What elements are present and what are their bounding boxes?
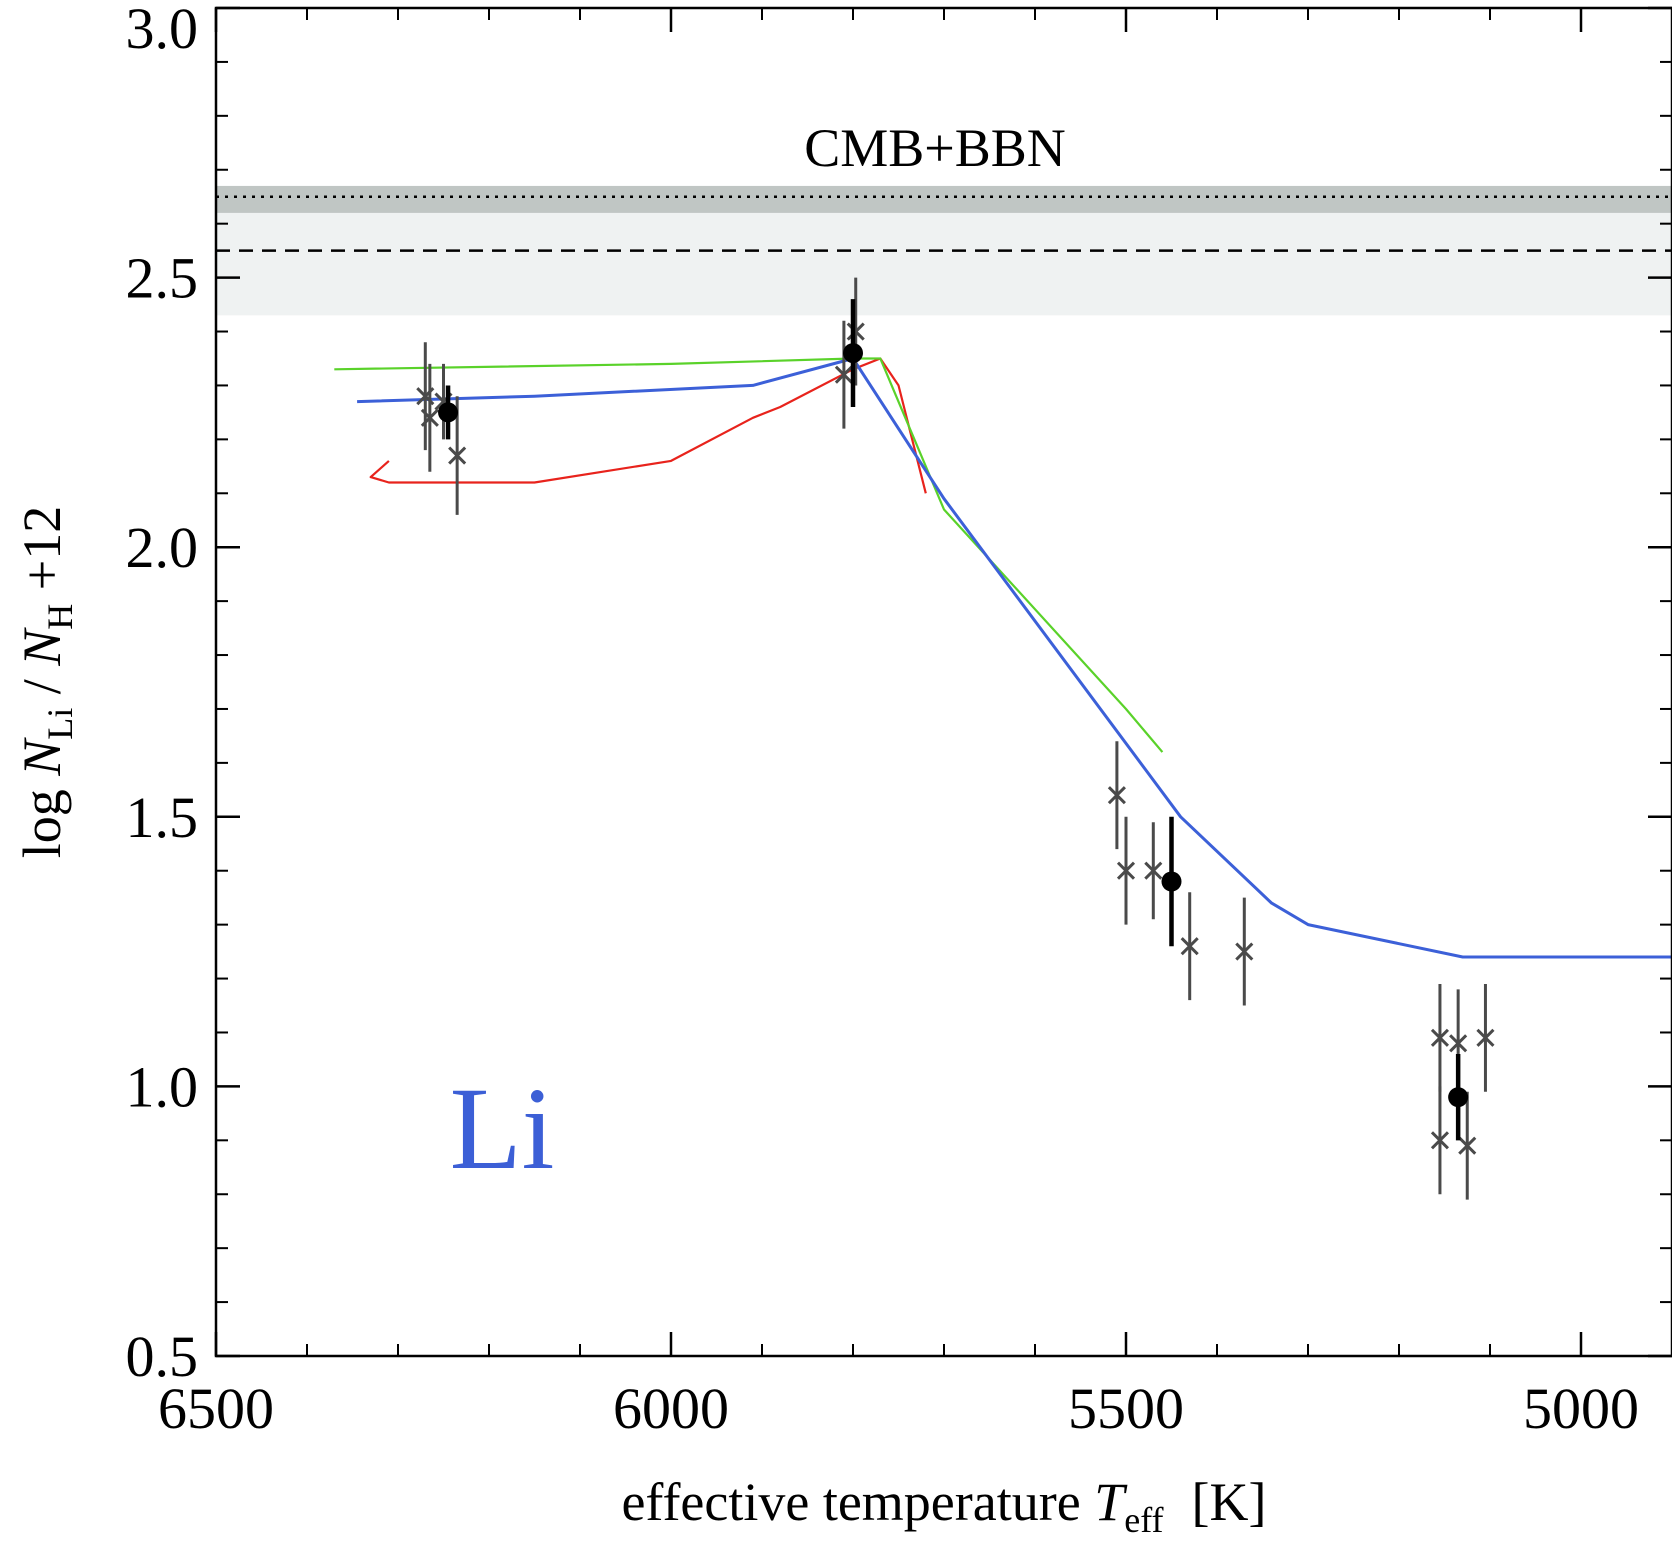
observation-star — [834, 320, 853, 429]
observation-x-marker — [1476, 1028, 1495, 1047]
observation-x-marker — [1458, 1136, 1477, 1155]
x-tick-label: 6500 — [158, 1376, 274, 1441]
observation-x-marker — [1107, 786, 1126, 805]
observations — [416, 277, 1495, 1200]
observation-x-marker — [1180, 937, 1199, 956]
group-mean — [1161, 816, 1182, 947]
observation-star — [1235, 897, 1254, 1006]
model-curve-green — [334, 357, 1164, 753]
y-tick-label: 1.5 — [126, 785, 199, 850]
y-axis-label-n-h: N — [12, 627, 72, 667]
y-tick-label: 3.0 — [126, 0, 199, 61]
observation-star — [1180, 892, 1199, 1001]
x-axis-label-main: effective temperature — [621, 1472, 1094, 1532]
model-curve-blue — [357, 357, 1672, 959]
y-tick-label: 1.0 — [126, 1054, 199, 1119]
x-axis-label: effective temperature Teff [K] — [621, 1472, 1266, 1540]
x-tick-label: 5000 — [1523, 1376, 1639, 1441]
observation-x-marker — [1449, 1034, 1468, 1053]
cmb-bbn-reference-lines — [216, 195, 1672, 252]
x-tick-label: 6000 — [613, 1376, 729, 1441]
group-mean — [843, 299, 863, 408]
observation-star — [1116, 816, 1136, 925]
y-axis-label-pre: log — [12, 776, 72, 859]
y-axis-label-sub-h: H — [40, 604, 80, 630]
group-mean — [1448, 1054, 1469, 1141]
axis-ticks — [214, 6, 1672, 1358]
observation-star — [1107, 741, 1126, 850]
cmb-bbn-band-1 — [216, 185, 1672, 213]
observation-star — [1144, 822, 1163, 920]
x-axis-label-symbol: T — [1094, 1472, 1128, 1532]
x-tick-label: 5500 — [1068, 1376, 1184, 1441]
model-curve-red — [369, 357, 927, 494]
element-li-label: Li — [450, 1063, 555, 1194]
observation-star — [420, 363, 439, 472]
y-tick-label: 2.5 — [126, 246, 199, 311]
x-axis-label-subscript: eff — [1124, 1500, 1163, 1540]
observation-x-marker — [420, 408, 439, 427]
observation-x-marker — [1235, 942, 1254, 961]
observation-x-marker — [1116, 861, 1136, 880]
cmb-bbn-label: CMB+BBN — [804, 118, 1066, 178]
tick-labels: 6500 6000 5500 5000 0.5 1.0 1.5 2.0 2.5 3.0 — [126, 0, 1640, 1441]
group-mean-marker — [1161, 871, 1182, 892]
y-axis-label-slash: / — [12, 666, 72, 708]
observation-star — [1476, 983, 1495, 1092]
y-tick-label: 2.0 — [126, 515, 199, 580]
observation-star — [846, 277, 865, 386]
observation-x-marker — [1430, 1028, 1450, 1047]
group-mean-marker — [843, 343, 863, 364]
y-axis-label-sub-li: Li — [40, 708, 80, 740]
y-axis-label-n-li: N — [12, 737, 72, 777]
observation-x-marker — [1430, 1131, 1450, 1150]
group-mean-marker — [438, 402, 459, 423]
group-mean — [438, 385, 459, 440]
model-curves — [334, 357, 1672, 959]
observation-x-marker — [846, 322, 865, 341]
y-tick-label: 0.5 — [126, 1324, 199, 1389]
observation-star — [1430, 1086, 1450, 1195]
y-axis-label-post: +12 — [12, 506, 72, 604]
observation-x-marker — [834, 365, 853, 384]
observation-star — [1458, 1091, 1477, 1200]
observation-x-marker — [448, 446, 467, 465]
observation-x-marker — [1144, 861, 1163, 880]
x-axis-label-unit: [K] — [1192, 1472, 1267, 1532]
observation-star — [1430, 983, 1450, 1092]
y-axis-label: log NLi / NH +12 — [12, 506, 80, 859]
group-mean-marker — [1448, 1087, 1469, 1108]
